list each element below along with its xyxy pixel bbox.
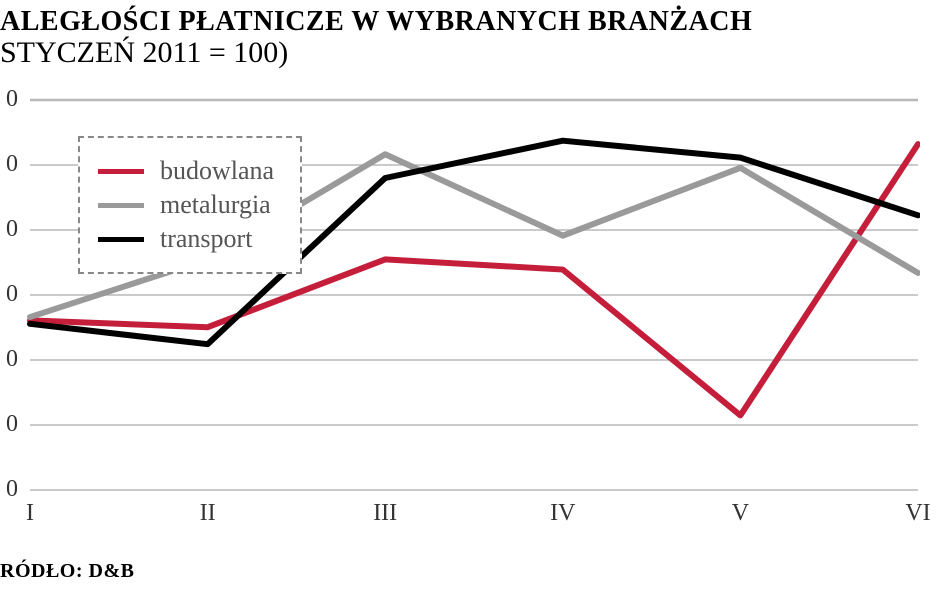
- y-tick-6: 0: [0, 476, 18, 503]
- chart-title-line1: ALEGŁOŚCI PŁATNICZE W WYBRANYCH BRANŻACH: [0, 6, 948, 38]
- legend-swatch: [98, 169, 144, 174]
- legend-swatch: [98, 237, 144, 242]
- legend-item-budowlana: budowlana: [98, 156, 274, 186]
- chart-container: ALEGŁOŚCI PŁATNICZE W WYBRANYCH BRANŻACH…: [0, 0, 948, 593]
- x-tick-I: I: [0, 500, 60, 527]
- x-tick-II: II: [178, 500, 238, 527]
- y-tick-4: 0: [0, 346, 18, 373]
- chart-area: budowlanametalurgiatransport IIIIIIIVVVI…: [0, 90, 920, 540]
- source-attribution: RÓDŁO: D&B: [0, 560, 134, 583]
- x-tick-IV: IV: [533, 500, 593, 527]
- x-tick-V: V: [710, 500, 770, 527]
- y-tick-5: 0: [0, 411, 18, 438]
- legend-item-transport: transport: [98, 224, 274, 254]
- legend-box: budowlana metalurgia transport: [78, 136, 302, 274]
- y-tick-0: 0: [0, 86, 18, 113]
- legend-label: budowlana: [160, 156, 274, 186]
- chart-title-line2: STYCZEŃ 2011 = 100): [0, 36, 948, 70]
- y-tick-1: 0: [0, 151, 18, 178]
- title-block: ALEGŁOŚCI PŁATNICZE W WYBRANYCH BRANŻACH…: [0, 0, 948, 74]
- y-tick-3: 0: [0, 281, 18, 308]
- legend-label: metalurgia: [160, 190, 271, 220]
- legend-item-metalurgia: metalurgia: [98, 190, 274, 220]
- legend-swatch: [98, 203, 144, 208]
- legend-label: transport: [160, 224, 252, 254]
- x-tick-VI: VI: [888, 500, 948, 527]
- y-tick-2: 0: [0, 216, 18, 243]
- x-tick-III: III: [355, 500, 415, 527]
